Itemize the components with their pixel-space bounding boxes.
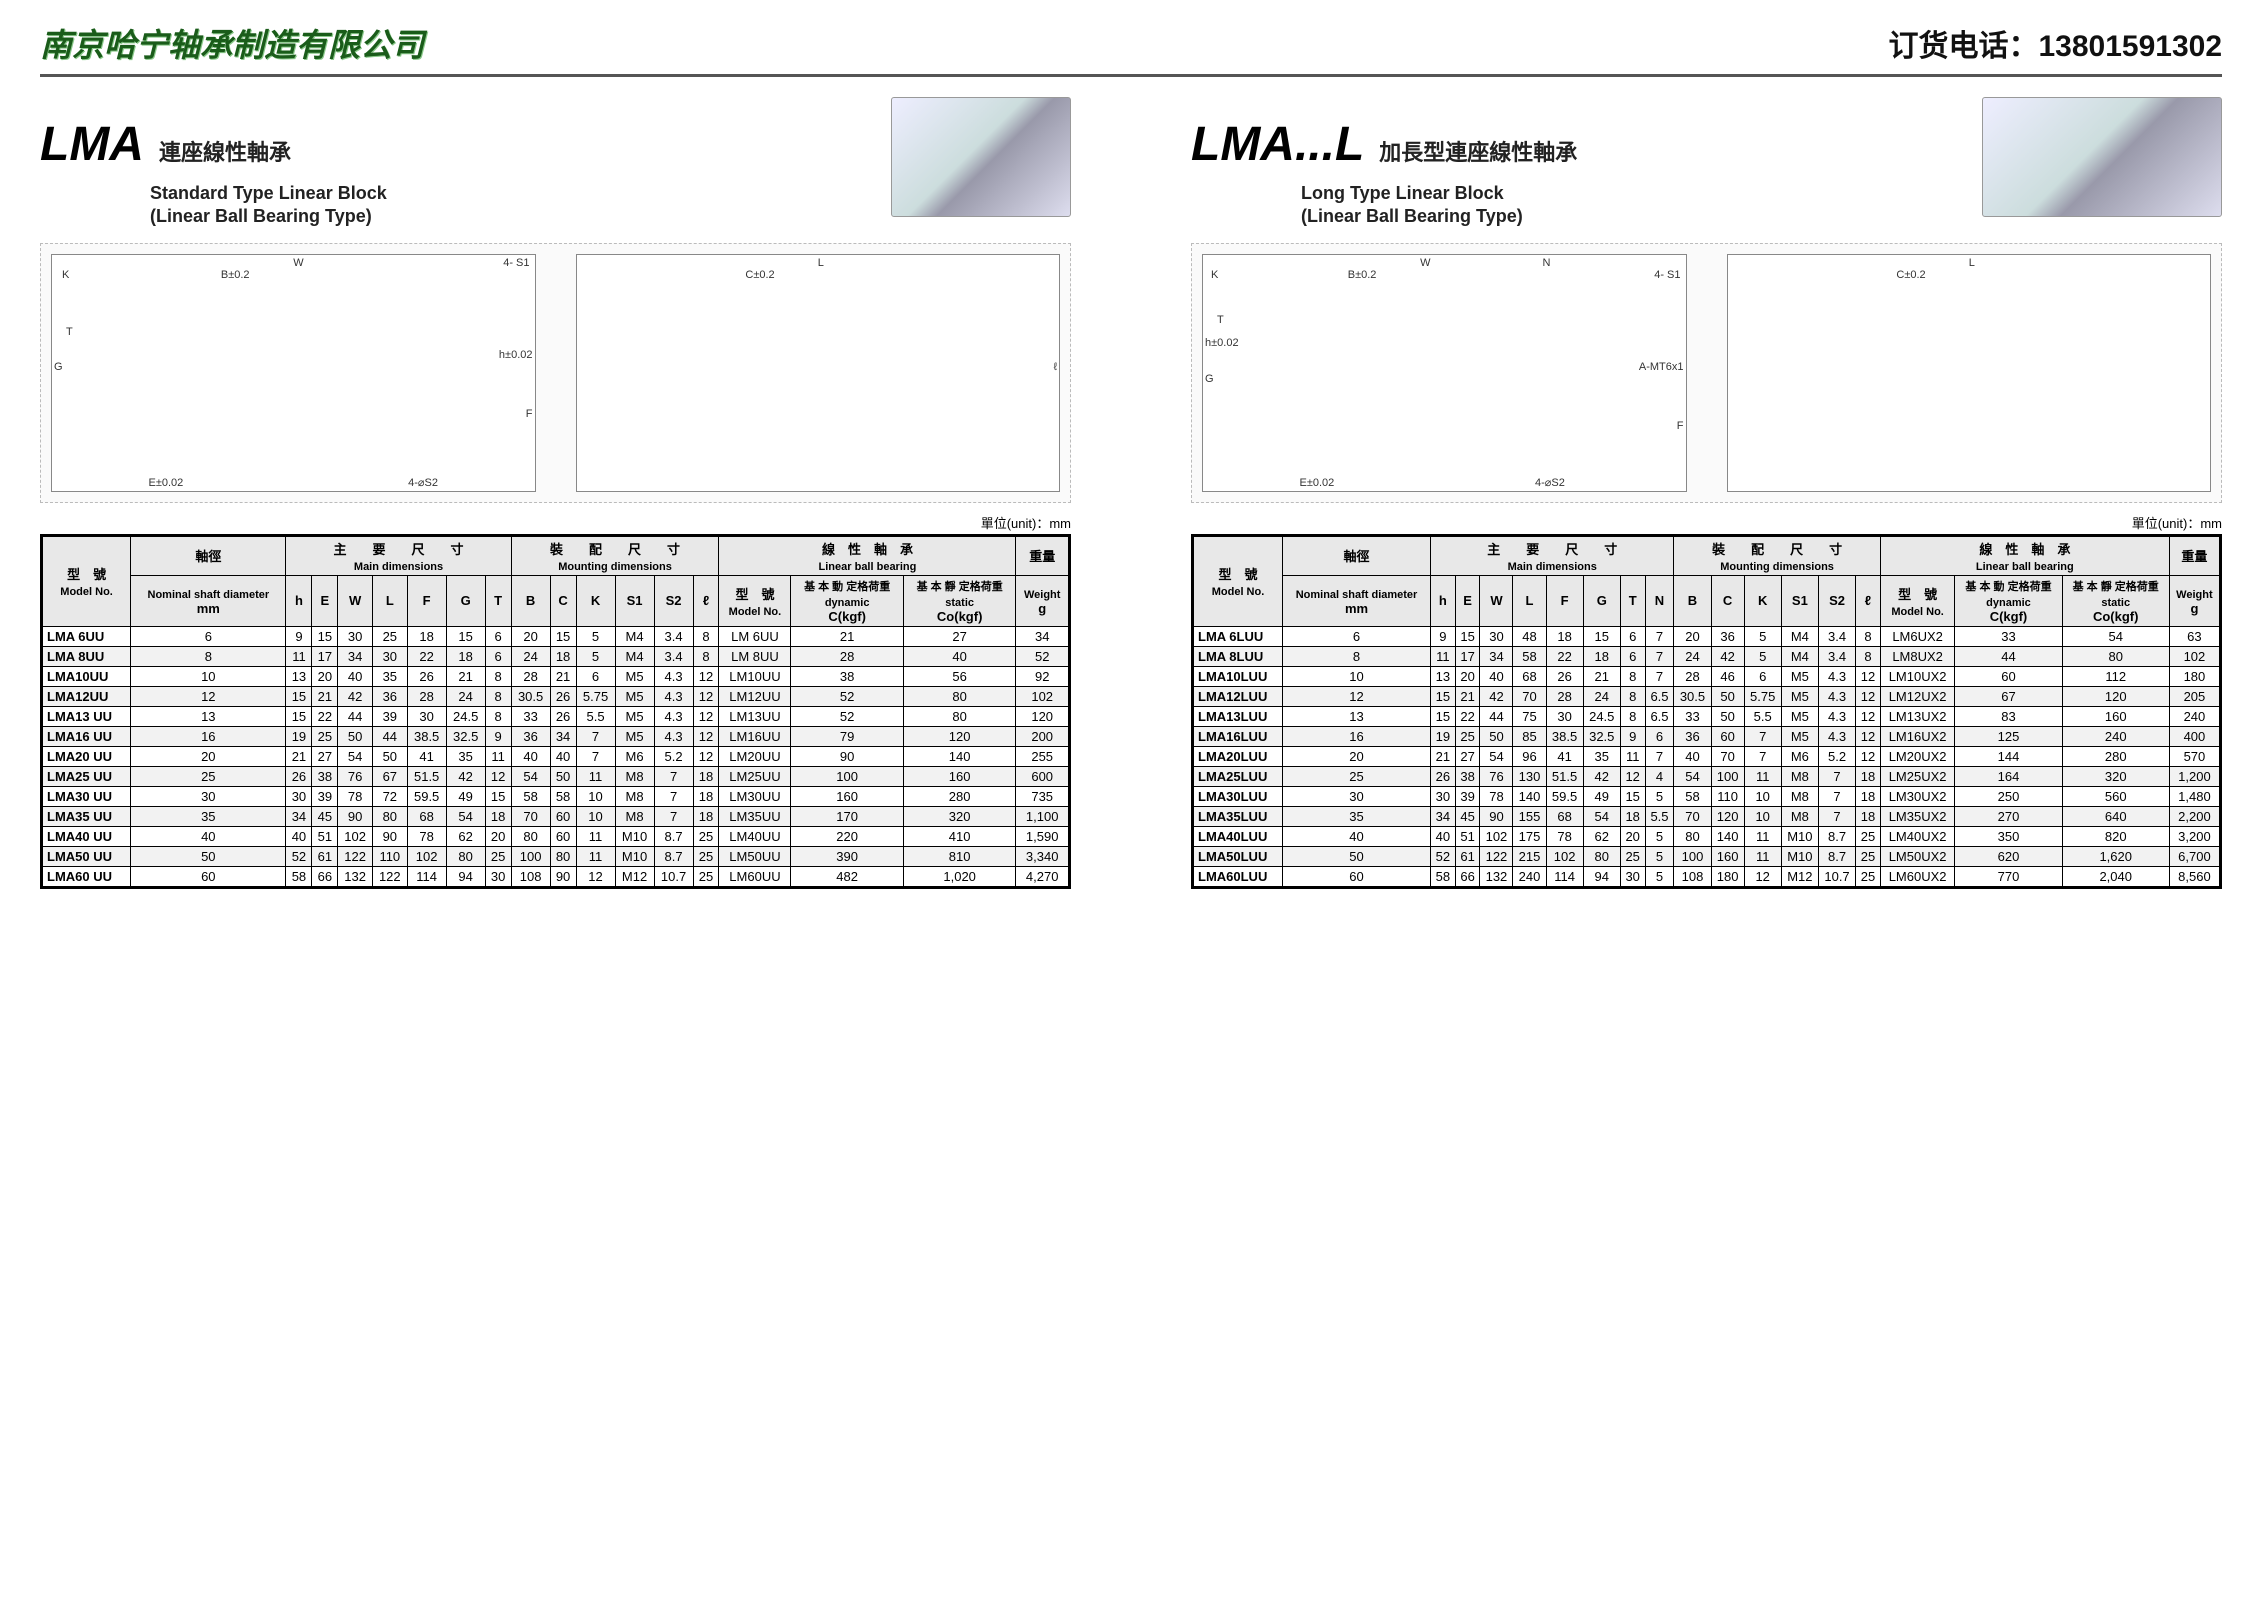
table-row: LMA25 UU252638766751.54212545011M8718LM2… [43, 766, 1069, 786]
table-row: LMA12UU12152142362824830.5265.75M54.312L… [43, 686, 1069, 706]
table-row: LMA40 UU40405110290786220806011M108.725L… [43, 826, 1069, 846]
table-row: LMA10UU10132040352621828216M54.312LM10UU… [43, 666, 1069, 686]
table-row: LMA 6UU691530251815620155M43.48LM 6UU212… [43, 626, 1069, 646]
order-phone: 订货电话：13801591302 [1888, 21, 2222, 65]
table-row: LMA10LUU101320406826218728466M54.312LM10… [1194, 666, 2220, 686]
right-code: LMA...L [1191, 117, 1364, 172]
header-bar: 南京哈宁轴承制造有限公司 订货电话：13801591302 [40, 20, 2222, 77]
company-name: 南京哈宁轴承制造有限公司 [40, 20, 424, 66]
table-row: LMA 8UU8111734302218624185M43.48LM 8UU28… [43, 646, 1069, 666]
right-table: 型 號Model No. 軸徑 主 要 尺 寸Main dimensions 裝… [1193, 536, 2220, 887]
table-row: LMA60 UU60586613212211494301089012M1210.… [43, 866, 1069, 886]
left-table: 型 號Model No. 軸徑 主 要 尺 寸Main dimensions 裝… [42, 536, 1069, 887]
table-row: LMA16 UU161925504438.532.5936347M54.312L… [43, 726, 1069, 746]
right-table-wrap: 型 號Model No. 軸徑 主 要 尺 寸Main dimensions 裝… [1191, 534, 2222, 889]
table-row: LMA50 UU50526112211010280251008011M108.7… [43, 846, 1069, 866]
left-unit: 單位(unit)：mm [40, 513, 1071, 532]
table-row: LMA20 UU202127545041351140407M65.212LM20… [43, 746, 1069, 766]
left-table-wrap: 型 號Model No. 軸徑 主 要 尺 寸Main dimensions 裝… [40, 534, 1071, 889]
right-diagram: W K B±0.2 N 4- S1 h±0.02 G T A-MT6x1 F E… [1191, 243, 2222, 503]
table-row: LMA25LUU2526387613051.5421245410011M8718… [1194, 766, 2220, 786]
table-row: LMA30LUU3030397814059.5491555811010M8718… [1194, 786, 2220, 806]
left-diagram: W K B±0.2 4- S1 G T h±0.02 F E±0.02 4-⌀S… [40, 243, 1071, 503]
product-photo-lma [891, 97, 1071, 217]
diagram-side: L C±0.2 ℓ [576, 254, 1061, 492]
table-row: LMA12LUU1215214270282486.530.5505.75M54.… [1194, 686, 2220, 706]
left-column: LMA 連座線性軸承 Standard Type Linear Block(Li… [40, 117, 1071, 889]
right-title: LMA...L 加長型連座線性軸承 [1191, 117, 2222, 172]
table-row: LMA 6LUU6915304818156720365M43.48LM6UX23… [1194, 626, 2220, 646]
table-row: LMA20LUU2021275496413511740707M65.212LM2… [1194, 746, 2220, 766]
left-cn-title: 連座線性軸承 [159, 117, 291, 167]
product-photo-lmal [1982, 97, 2222, 217]
table-row: LMA13 UU13152244393024.5833265.5M54.312L… [43, 706, 1069, 726]
table-row: LMA50LUU5052611222151028025510016011M108… [1194, 846, 2220, 866]
table-row: LMA60LUU6058661322401149430510818012M121… [1194, 866, 2220, 886]
content: LMA 連座線性軸承 Standard Type Linear Block(Li… [40, 117, 2222, 889]
table-row: LMA16LUU161925508538.532.59636607M54.312… [1194, 726, 2220, 746]
diagram-front: W K B±0.2 4- S1 G T h±0.02 F E±0.02 4-⌀S… [51, 254, 536, 492]
left-code: LMA [40, 117, 144, 172]
table-row: LMA 8LUU81117345822186724425M43.48LM8UX2… [1194, 646, 2220, 666]
right-cn-title: 加長型連座線性軸承 [1379, 117, 1577, 167]
table-row: LMA30 UU303039787259.54915585810M8718LM3… [43, 786, 1069, 806]
right-column: LMA...L 加長型連座線性軸承 Long Type Linear Block… [1191, 117, 2222, 889]
diagram-front-r: W K B±0.2 N 4- S1 h±0.02 G T A-MT6x1 F E… [1202, 254, 1687, 492]
right-unit: 單位(unit)：mm [1191, 513, 2222, 532]
table-row: LMA35LUU353445901556854185.57012010M8718… [1194, 806, 2220, 826]
table-row: LMA13LUU13152244753024.586.533505.5M54.3… [1194, 706, 2220, 726]
table-row: LMA35 UU3534459080685418706010M8718LM35U… [43, 806, 1069, 826]
table-row: LMA40LUU40405110217578622058014011M108.7… [1194, 826, 2220, 846]
diagram-side-r: L C±0.2 [1727, 254, 2212, 492]
left-title: LMA 連座線性軸承 [40, 117, 1071, 172]
